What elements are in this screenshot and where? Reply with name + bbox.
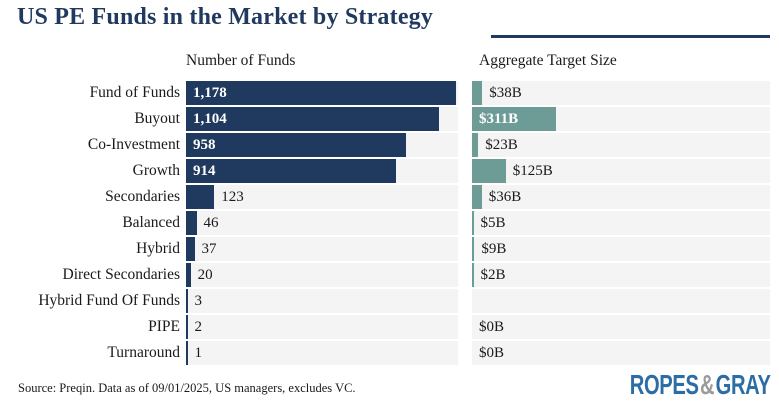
column-header-aggregate-target-size: Aggregate Target Size — [479, 52, 617, 69]
row-label: Fund of Funds — [89, 84, 180, 101]
size-band: $38B — [472, 81, 770, 105]
funds-bar — [186, 185, 215, 209]
funds-band: 20 — [186, 263, 458, 287]
table-row: Turnaround 1 $0B — [0, 341, 779, 365]
size-band: $5B — [472, 211, 770, 235]
table-row: Growth 914 $125B — [0, 159, 779, 183]
value-label: 958 — [193, 137, 216, 153]
funds-band: 2 — [186, 315, 458, 339]
value-label: $2B — [480, 267, 506, 283]
funds-bar — [186, 133, 406, 157]
value-label: 20 — [197, 267, 213, 283]
table-row: Hybrid Fund Of Funds 3 — [0, 289, 779, 313]
funds-band: 3 — [186, 289, 458, 313]
value-label: $5B — [480, 215, 506, 231]
funds-bar — [186, 107, 439, 131]
row-label: Hybrid — [136, 240, 180, 257]
value-label: $0B — [479, 345, 505, 361]
funds-bar — [186, 341, 188, 365]
chart-rows: Fund of Funds 1,178 $38B Buyout 1,104 $311B Co… — [0, 81, 779, 367]
row-label: PIPE — [148, 318, 180, 335]
funds-band: 1,104 — [186, 107, 458, 131]
logo-ampersand: & — [700, 369, 715, 400]
funds-bar — [186, 315, 188, 339]
size-bar — [472, 159, 506, 183]
size-bar — [472, 133, 479, 157]
row-label: Co-Investment — [87, 136, 180, 153]
table-row: Direct Secondaries 20 $2B — [0, 263, 779, 287]
column-header-number-of-funds: Number of Funds — [186, 52, 296, 69]
size-band: $23B — [472, 133, 770, 157]
title-rule — [491, 35, 770, 38]
value-label: $0B — [479, 319, 505, 335]
value-label: $125B — [512, 163, 553, 179]
value-label: 3 — [194, 293, 203, 309]
size-band: $0B — [472, 341, 770, 365]
funds-band: 123 — [186, 185, 458, 209]
funds-band: 46 — [186, 211, 458, 235]
funds-bar — [186, 159, 396, 183]
value-label: 123 — [221, 189, 244, 205]
size-bar — [472, 185, 482, 209]
size-band: $36B — [472, 185, 770, 209]
funds-band: 1 — [186, 341, 458, 365]
ropes-gray-logo: ROPES & GRAY — [630, 366, 771, 404]
funds-bar — [186, 211, 197, 235]
size-band: $9B — [472, 237, 770, 261]
size-bar — [472, 237, 475, 261]
row-label: Growth — [132, 162, 180, 179]
row-label: Secondaries — [105, 188, 180, 205]
funds-band: 1,178 — [186, 81, 458, 105]
value-label: 914 — [193, 163, 216, 179]
funds-band: 37 — [186, 237, 458, 261]
logo-gray: GRAY — [716, 369, 771, 400]
size-band: $125B — [472, 159, 770, 183]
funds-bar — [186, 81, 456, 105]
value-label: 46 — [203, 215, 219, 231]
row-label: Balanced — [122, 214, 180, 231]
value-label: $36B — [488, 189, 522, 205]
value-label: 1 — [194, 345, 203, 361]
table-row: Co-Investment 958 $23B — [0, 133, 779, 157]
table-row: Hybrid 37 $9B — [0, 237, 779, 261]
size-band: $0B — [472, 315, 770, 339]
funds-bar — [186, 289, 188, 313]
page-title: US PE Funds in the Market by Strategy — [17, 4, 434, 30]
value-label: $23B — [485, 137, 518, 153]
row-label: Hybrid Fund Of Funds — [38, 292, 180, 309]
size-bar — [472, 263, 474, 287]
table-row: PIPE 2 $0B — [0, 315, 779, 339]
row-label: Direct Secondaries — [62, 266, 181, 283]
size-bar — [472, 211, 474, 235]
value-label: 1,104 — [193, 111, 227, 127]
table-row: Secondaries 123 $36B — [0, 185, 779, 209]
size-band — [472, 289, 770, 313]
row-label: Buyout — [134, 110, 180, 127]
table-row: Balanced 46 $5B — [0, 211, 779, 235]
value-label: 1,178 — [193, 85, 227, 101]
size-bar — [472, 107, 556, 131]
source-note: Source: Preqin. Data as of 09/01/2025, U… — [18, 381, 356, 395]
value-label: $9B — [481, 241, 507, 257]
funds-band: 914 — [186, 159, 458, 183]
table-row: Buyout 1,104 $311B — [0, 107, 779, 131]
table-row: Fund of Funds 1,178 $38B — [0, 81, 779, 105]
logo-ropes: ROPES — [630, 369, 699, 400]
value-label: $311B — [479, 111, 519, 127]
funds-bar — [186, 263, 191, 287]
funds-band: 958 — [186, 133, 458, 157]
value-label: $38B — [489, 85, 522, 101]
size-bar — [472, 81, 483, 105]
value-label: 2 — [194, 319, 203, 335]
size-band: $2B — [472, 263, 770, 287]
funds-bar — [186, 237, 195, 261]
row-label: Turnaround — [107, 344, 180, 361]
size-band: $311B — [472, 107, 770, 131]
value-label: 37 — [201, 241, 217, 257]
